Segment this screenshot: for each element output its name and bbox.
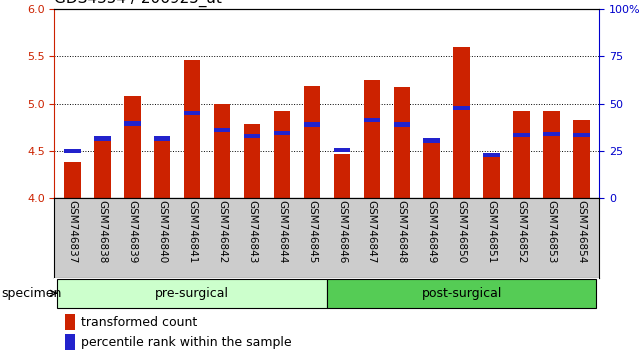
Text: pre-surgical: pre-surgical [155, 287, 229, 300]
Text: GSM746844: GSM746844 [277, 200, 287, 263]
Text: GSM746846: GSM746846 [337, 200, 347, 263]
Text: GSM746853: GSM746853 [546, 200, 556, 263]
Bar [154, 137, 171, 198]
Bar [304, 86, 320, 198]
Bar [94, 138, 111, 198]
Bar [64, 149, 81, 153]
Text: GSM746854: GSM746854 [576, 200, 587, 263]
Bar [453, 106, 470, 110]
Bar [244, 124, 260, 198]
Text: GSM746843: GSM746843 [247, 200, 257, 263]
Text: GSM746838: GSM746838 [97, 200, 108, 263]
Bar [513, 111, 529, 198]
Bar [513, 133, 529, 137]
Bar [334, 148, 350, 152]
Text: GSM746837: GSM746837 [67, 200, 78, 263]
Text: GDS4354 / 206925_at: GDS4354 / 206925_at [54, 0, 222, 7]
Text: GSM746851: GSM746851 [487, 200, 497, 263]
Bar [214, 103, 230, 198]
Bar [184, 111, 201, 115]
Bar [573, 120, 590, 198]
Bar [424, 138, 440, 143]
Text: GSM746849: GSM746849 [427, 200, 437, 263]
Bar [58, 280, 327, 308]
Bar [154, 136, 171, 141]
Text: GSM746850: GSM746850 [456, 200, 467, 263]
Bar [65, 334, 75, 350]
Bar [124, 96, 140, 198]
Text: transformed count: transformed count [81, 316, 197, 329]
Text: GSM746841: GSM746841 [187, 200, 197, 263]
Bar [543, 132, 560, 136]
Bar [363, 80, 380, 198]
Bar [94, 136, 111, 141]
Text: GSM746848: GSM746848 [397, 200, 407, 263]
Bar [573, 133, 590, 137]
Bar [394, 122, 410, 126]
Bar [64, 162, 81, 198]
Text: post-surgical: post-surgical [421, 287, 502, 300]
Bar [184, 60, 201, 198]
Bar [483, 153, 500, 157]
Text: GSM746842: GSM746842 [217, 200, 227, 263]
Text: GSM746847: GSM746847 [367, 200, 377, 263]
Bar [453, 47, 470, 198]
Text: percentile rank within the sample: percentile rank within the sample [81, 336, 291, 349]
Bar [543, 111, 560, 198]
Bar [214, 128, 230, 132]
Bar [124, 121, 140, 126]
Text: GSM746852: GSM746852 [517, 200, 526, 263]
Bar [394, 87, 410, 198]
Bar [327, 280, 596, 308]
Bar [363, 118, 380, 122]
Text: specimen: specimen [1, 287, 62, 300]
Bar [274, 111, 290, 198]
Bar [424, 139, 440, 198]
Bar [483, 154, 500, 198]
Text: GSM746840: GSM746840 [157, 200, 167, 263]
Bar [65, 314, 75, 330]
Text: GSM746839: GSM746839 [128, 200, 137, 263]
Bar [274, 131, 290, 135]
Bar [334, 154, 350, 198]
Bar [244, 133, 260, 138]
Bar [304, 122, 320, 126]
Text: GSM746845: GSM746845 [307, 200, 317, 263]
